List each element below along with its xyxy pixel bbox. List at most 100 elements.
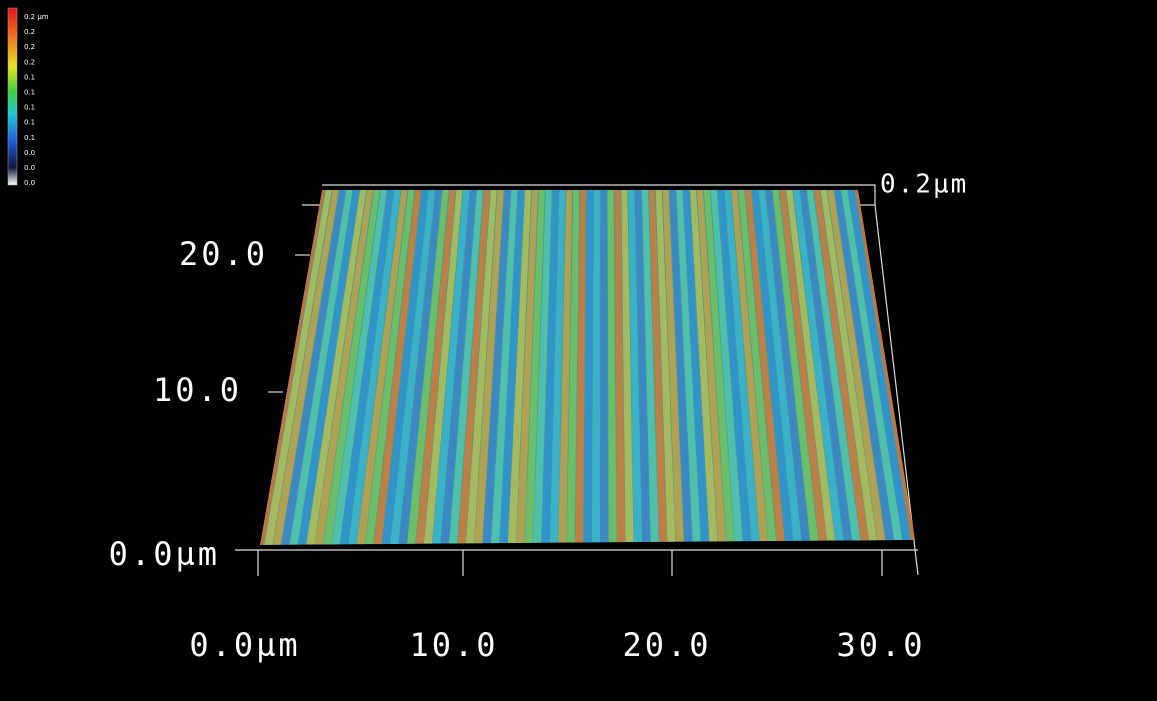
surface-ridge: [772, 190, 819, 541]
color-bar-labels: 0.2 µm 0.2 0.2 0.2 0.1 0.1 0.1 0.1 0.1 0.0 0.0 0.0: [24, 13, 49, 187]
x-tick-label: 10.0: [409, 626, 498, 664]
surface-ridge: [381, 190, 429, 545]
surface-ridge: [607, 190, 617, 543]
surface-ridge: [281, 190, 346, 545]
surface-ridge: [272, 190, 339, 545]
surface-ridge: [600, 190, 609, 543]
surface-ridge: [558, 190, 573, 543]
surface-ridge: [813, 190, 869, 541]
surface-ridge: [628, 190, 642, 543]
surface-ridge: [683, 190, 710, 542]
surface-ridge: [507, 190, 532, 544]
surface-ridge: [482, 190, 511, 544]
surface-ridge: [348, 190, 401, 545]
surface-ridge: [827, 190, 886, 541]
surface-ridge: [841, 190, 903, 541]
color-bar-label: 0.2: [24, 28, 35, 36]
surface-ridge: [696, 190, 726, 542]
surface-ridge: [820, 190, 878, 541]
surface-ridge: [583, 190, 593, 543]
surface-ridge: [591, 190, 600, 543]
surface-ridge: [415, 190, 456, 544]
surface-ridge: [655, 190, 676, 542]
x-tick-label: 30.0: [836, 626, 925, 664]
surface-ridge: [745, 190, 785, 542]
color-bar-label: 0.1: [24, 119, 35, 127]
surface-ridge: [786, 190, 836, 541]
surface-ridge: [457, 190, 490, 544]
surface-ridge: [541, 190, 559, 543]
surface-ridge: [398, 190, 442, 544]
surface-ridge: [614, 190, 626, 543]
surface-ridge: [662, 190, 684, 542]
x-tick-label: 20.0: [622, 626, 711, 664]
surface-ridge: [765, 190, 810, 541]
color-bar-label: 0.2: [24, 43, 35, 51]
surface-ridge: [449, 190, 484, 544]
surface-ridge: [641, 190, 659, 542]
surface-ridge: [717, 190, 752, 542]
surface-ridge: [432, 190, 470, 544]
color-bar-label: 0.1: [24, 73, 35, 81]
surface-ridge: [710, 190, 743, 542]
surface-ridge: [690, 190, 718, 542]
surface-ridge: [306, 190, 367, 545]
surface-ridge: [575, 190, 587, 543]
y-tick-label: 20.0: [179, 235, 268, 273]
surface-ridge: [834, 190, 894, 541]
surface-ridge: [373, 190, 422, 545]
surface-ridge: [703, 190, 735, 542]
surface-ridge: [407, 190, 449, 544]
surface-ridge: [323, 190, 380, 545]
surface-ridge: [738, 190, 777, 542]
color-bar-label: 0.0: [24, 149, 35, 157]
surface-ridge: [549, 190, 566, 543]
surface-ridge: [465, 190, 497, 544]
surface-ridge: [648, 190, 668, 542]
x-ticks: 0.0µm 10.0 20.0 30.0: [189, 550, 925, 664]
frame: [874, 204, 919, 576]
color-bar-label: 0.2: [24, 58, 35, 66]
color-bar-label: 0.2 µm: [24, 13, 49, 21]
color-bar-label: 0.0: [24, 179, 35, 187]
surface-ridge: [491, 190, 518, 544]
frame: [322, 184, 876, 205]
color-bar-label: 0.1: [24, 89, 35, 97]
surface-ridge: [848, 190, 911, 541]
surface-ridge: [806, 190, 861, 541]
surface-ridge: [621, 190, 634, 543]
surface-ridge: [264, 190, 332, 545]
surface-ridge: [751, 190, 794, 541]
surface-ridge: [779, 190, 827, 541]
color-bar-label: 0.0: [24, 164, 35, 172]
surface-ridge: [331, 190, 387, 545]
surface-ridge: [423, 190, 463, 544]
surface-ridge: [314, 190, 374, 545]
surface-ridge: [440, 190, 477, 544]
color-bar-label: 0.1: [24, 104, 35, 112]
surface-ridge: [793, 190, 844, 541]
surface-ridge: [566, 190, 580, 543]
surface: [260, 190, 915, 545]
surface-ridge: [800, 190, 852, 541]
surface-ridge: [676, 190, 701, 542]
color-bar-label: 0.1: [24, 134, 35, 142]
surface-ridge: [365, 190, 415, 545]
surface-ridge: [499, 190, 525, 544]
y-tick-label: 0.0µm: [109, 535, 220, 573]
surface-ridge: [635, 190, 651, 543]
surface-ridge: [533, 190, 552, 543]
surface-ridge: [339, 190, 394, 545]
surface-ridge: [524, 190, 545, 543]
surface-ridge: [390, 190, 435, 544]
surface-ridge: [669, 190, 693, 542]
surface-ridge: [731, 190, 768, 542]
surface-ridge: [289, 190, 353, 545]
color-bar: [7, 7, 18, 186]
surface-ridge: [474, 190, 504, 544]
surface-ridge: [516, 190, 539, 544]
surface-ridge: [724, 190, 760, 542]
x-tick-label: 0.0µm: [189, 626, 300, 664]
z-axis-label: 0.2µm: [880, 170, 968, 200]
